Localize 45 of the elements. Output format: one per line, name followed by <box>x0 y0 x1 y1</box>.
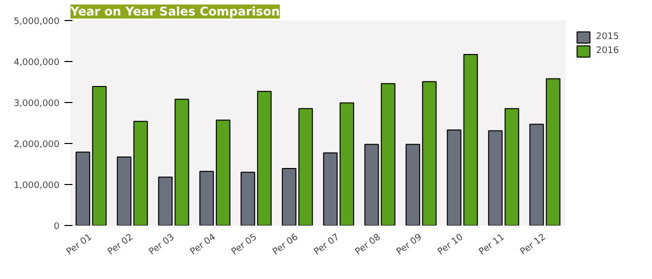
x-tick-label: Per 11 <box>478 232 507 258</box>
x-tick-label: Per 07 <box>312 232 342 258</box>
x-tick-label: Per 05 <box>230 232 260 258</box>
bar <box>133 120 148 226</box>
bar <box>463 54 478 226</box>
bar <box>282 168 296 226</box>
bar <box>298 108 313 226</box>
x-tick-label: Per 02 <box>106 232 136 258</box>
bar <box>240 172 256 226</box>
legend-label: 2016 <box>596 46 619 56</box>
bar <box>504 108 520 226</box>
bar <box>406 144 420 226</box>
x-tick-label: Per 03 <box>148 232 177 258</box>
chart-title: Year on Year Sales Comparison <box>70 4 280 18</box>
legend-label: 2015 <box>596 32 619 42</box>
bar <box>199 170 214 226</box>
x-tick-label: Per 04 <box>188 232 218 258</box>
y-tick-label: 0 <box>54 222 60 232</box>
y-tick-label: 4,000,000 <box>14 58 60 68</box>
x-tick-label: Per 09 <box>395 232 424 258</box>
bar <box>546 78 560 226</box>
bar <box>529 124 544 226</box>
bar <box>380 83 396 226</box>
bar <box>323 152 338 226</box>
bar <box>488 130 503 226</box>
bar <box>340 102 354 226</box>
bar <box>257 90 272 226</box>
bar <box>116 156 132 226</box>
y-tick-label: 5,000,000 <box>14 17 60 27</box>
bar <box>216 120 230 226</box>
x-tick-label: Per 08 <box>354 232 384 258</box>
bar <box>364 144 379 226</box>
x-tick-label: Per 06 <box>271 232 301 258</box>
y-tick-label: 3,000,000 <box>14 99 60 109</box>
bar <box>158 176 173 226</box>
x-tick-label: Per 01 <box>65 232 94 258</box>
bar <box>174 98 190 226</box>
x-tick-label: Per 10 <box>436 232 466 258</box>
y-tick-label: 1,000,000 <box>14 181 60 191</box>
y-tick-label: 2,000,000 <box>14 140 60 150</box>
bar <box>92 86 107 226</box>
bar <box>76 152 90 226</box>
bar <box>422 81 437 226</box>
bar <box>446 129 462 226</box>
x-tick-label: Per 12 <box>518 232 548 258</box>
